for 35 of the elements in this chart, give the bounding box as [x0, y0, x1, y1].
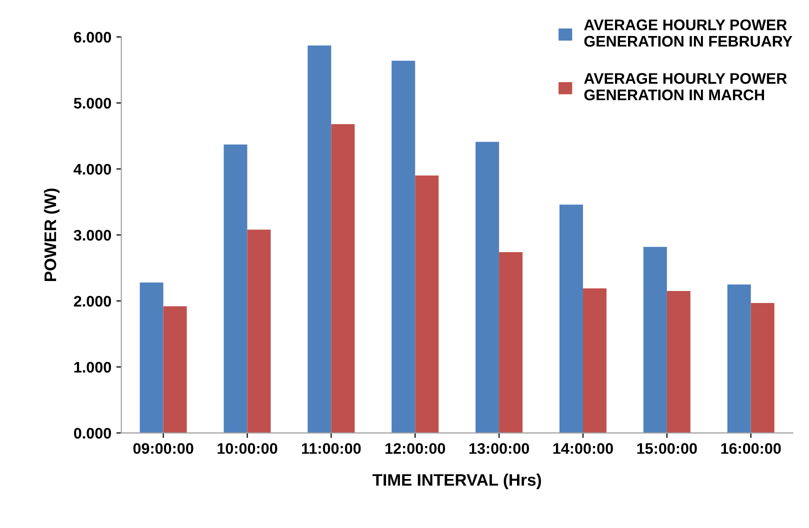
y-tick-label: 5.000	[74, 98, 112, 109]
y-tick-label: 1.000	[74, 362, 112, 373]
x-tick-label: 11:00:00	[302, 443, 361, 454]
bar	[476, 142, 500, 433]
x-tick-label: 09:00:00	[133, 443, 194, 454]
y-tick-label: 2.000	[74, 296, 112, 307]
y-tick-label: 0.000	[74, 428, 112, 439]
x-tick-label: 10:00:00	[218, 443, 278, 454]
legend-label: AVERAGE HOURLY POWER GENERATION IN MARCH	[584, 73, 787, 100]
x-tick-label: 16:00:00	[721, 443, 781, 454]
bar	[140, 282, 164, 433]
y-tick-label: 4.000	[74, 164, 112, 175]
x-tick-label: 14:00:00	[553, 443, 613, 454]
bar	[415, 176, 439, 433]
y-tick-label: 6.000	[74, 32, 112, 43]
bar	[224, 144, 248, 433]
bar	[308, 46, 332, 433]
y-axis-title: POWER (W)	[44, 188, 60, 282]
legend-label: AVERAGE HOURLY POWER GENERATION IN FEBRUARY	[584, 19, 792, 47]
bar	[559, 204, 583, 433]
bar	[750, 302, 774, 433]
bar	[247, 230, 271, 433]
bar	[666, 291, 690, 433]
bar	[727, 284, 751, 433]
x-axis-title: TIME INTERVAL (Hrs)	[372, 474, 541, 490]
bar	[331, 124, 355, 433]
y-tick-label: 3.000	[74, 230, 112, 241]
x-tick-label: 12:00:00	[386, 443, 446, 454]
x-tick-label: 13:00:00	[469, 443, 530, 454]
bar	[392, 60, 416, 433]
x-tick-label: 15:00:00	[637, 443, 697, 454]
bar	[163, 306, 187, 433]
bar	[643, 246, 667, 433]
bar	[582, 288, 606, 433]
bar	[499, 252, 523, 433]
